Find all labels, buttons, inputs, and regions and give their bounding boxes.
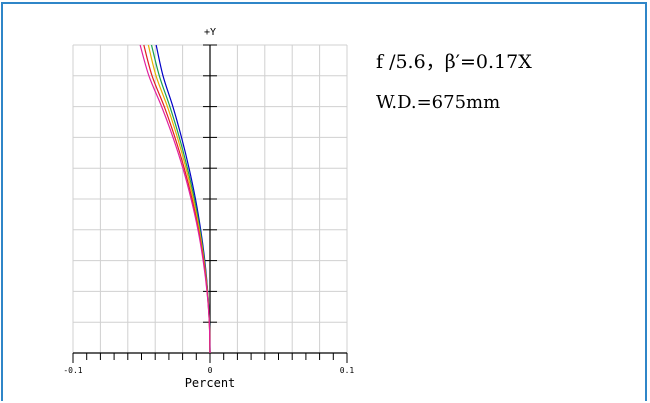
x-tick-label: -0.1 [63, 366, 82, 375]
aperture-magnification-label: f /5.6，β′=0.17X [376, 51, 532, 73]
series-line [139, 44, 211, 354]
x-tick-label: 0.1 [340, 366, 355, 375]
working-distance-label: W.D.=675mm [376, 92, 501, 113]
x-axis-title: Percent [185, 376, 236, 390]
x-tick-label: 0 [208, 366, 213, 375]
y-axis-title: +Y [204, 27, 216, 38]
